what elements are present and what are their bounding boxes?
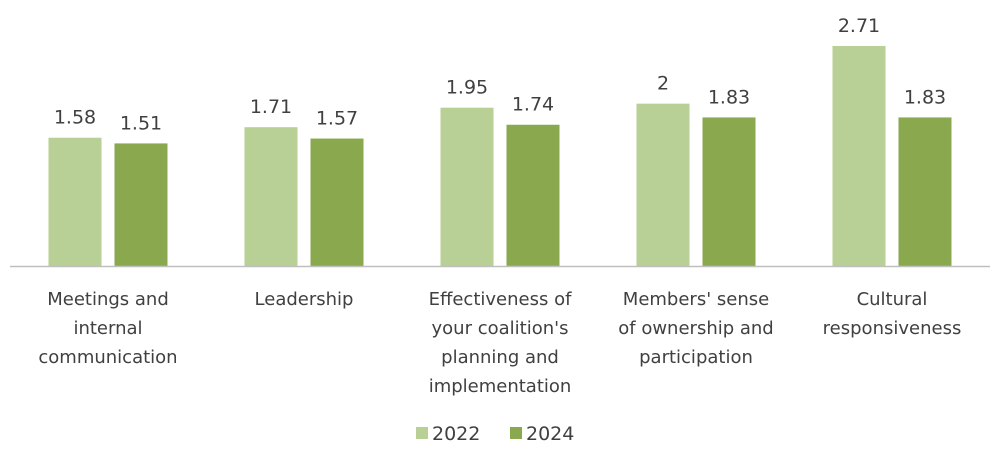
bar-2022-4 <box>832 46 886 266</box>
category-label-3: Members' sense of ownership and participat… <box>618 289 774 368</box>
legend-swatch-2024 <box>510 427 522 439</box>
legend-label-2024: 2024 <box>526 423 574 445</box>
bar-2022-2 <box>440 107 494 266</box>
bar-2024-0 <box>114 143 168 266</box>
value-label-2024-3: 1.83 <box>708 86 750 108</box>
bar-2022-3 <box>636 103 690 267</box>
value-labels-layer: 1.58 1.51 1.71 1.57 1.95 1.74 2 1.83 2.71 1.83 <box>54 15 946 134</box>
category-label-4: Cultural responsiveness <box>823 289 962 339</box>
value-label-2024-4: 1.83 <box>904 86 946 108</box>
value-label-2022-4: 2.71 <box>838 15 880 37</box>
value-label-2022-2: 1.95 <box>446 77 488 99</box>
bar-2022-1 <box>244 127 298 266</box>
bar-2024-2 <box>506 124 560 266</box>
value-label-2024-1: 1.57 <box>316 108 358 130</box>
category-label-0: Meetings and internal communication <box>38 289 177 368</box>
value-label-2022-1: 1.71 <box>250 96 292 118</box>
bars-layer <box>48 46 952 267</box>
legend: 2022 2024 <box>416 423 574 445</box>
bar-2024-1 <box>310 138 364 266</box>
value-label-2022-3: 2 <box>657 73 669 95</box>
category-labels-layer: Meetings and internal communication Leaders… <box>38 289 961 397</box>
value-label-2024-2: 1.74 <box>512 94 554 116</box>
category-label-2: Effectiveness of your coalition's planning… <box>429 289 573 397</box>
value-label-2022-0: 1.58 <box>54 107 96 129</box>
bar-2022-0 <box>48 137 102 266</box>
legend-swatch-2022 <box>416 427 428 439</box>
category-label-1: Leadership <box>255 289 354 310</box>
bar-2024-3 <box>702 117 756 266</box>
legend-label-2022: 2022 <box>432 423 480 445</box>
bar-2024-4 <box>898 117 952 266</box>
value-label-2024-0: 1.51 <box>120 112 162 134</box>
